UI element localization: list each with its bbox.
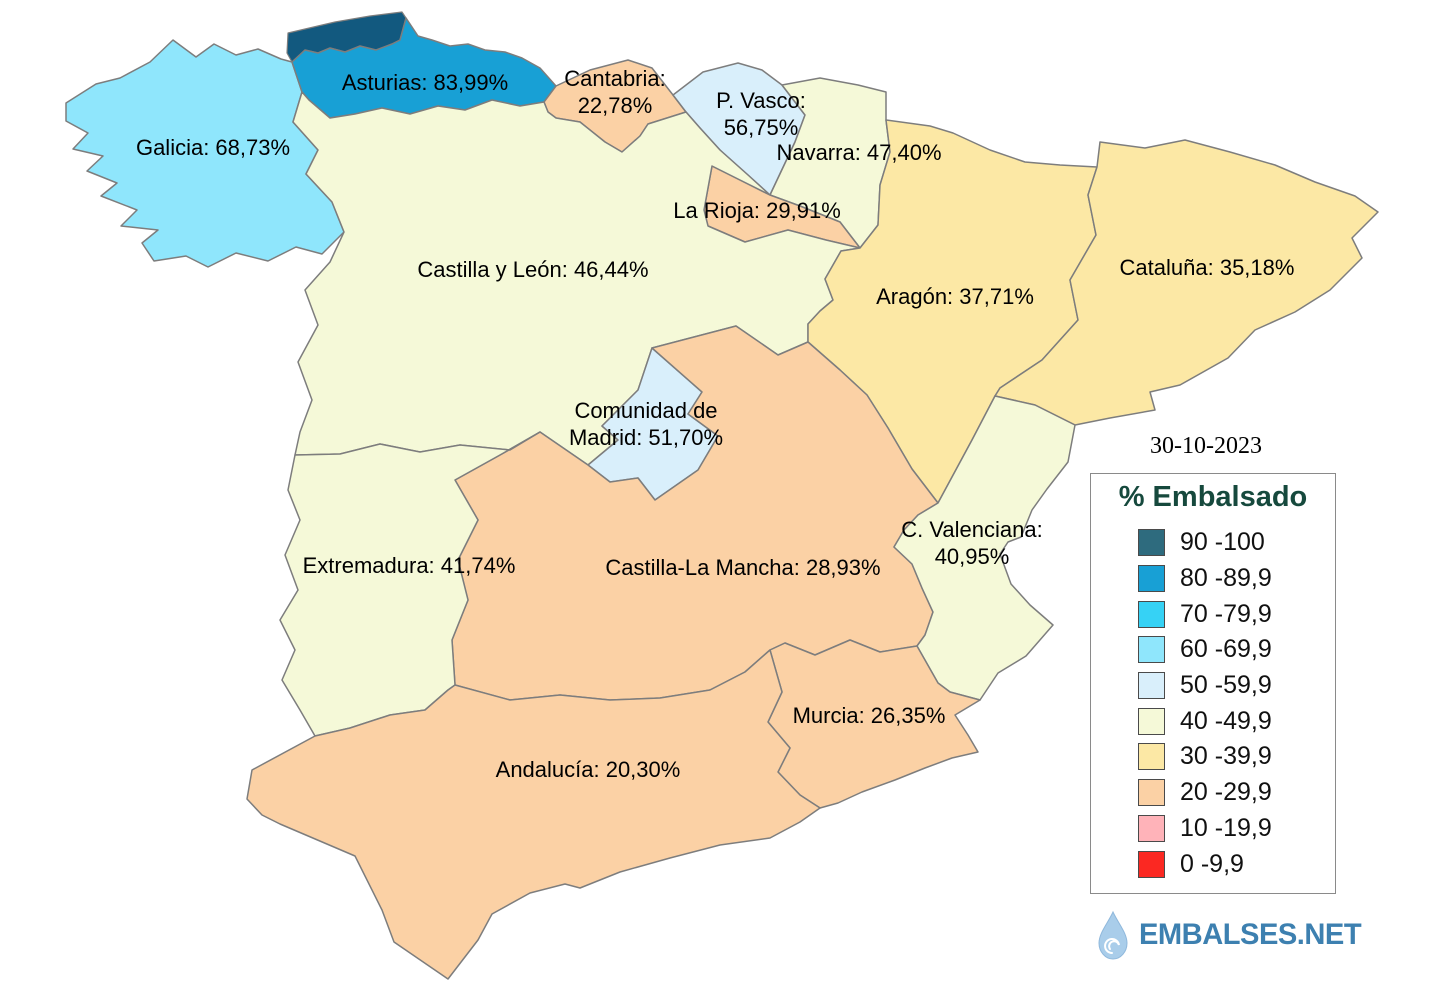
region-label-castilla-la-mancha: Castilla-La Mancha: 28,93% [605, 555, 880, 580]
region-andalucia[interactable] [246, 649, 821, 980]
region-valenciana[interactable] [893, 395, 1076, 701]
water-drop-icon [1098, 910, 1128, 960]
region-label-cataluna: Cataluña: 35,18% [1120, 255, 1295, 280]
legend-range-label-5: 50 -59,9 [1180, 671, 1272, 700]
region-galicia[interactable] [65, 39, 345, 268]
region-label-pais-vasco-line1: P. Vasco: [716, 88, 806, 113]
map-date: 30-10-2023 [1150, 433, 1262, 459]
legend-swatch-2 [1138, 565, 1165, 593]
region-label-murcia: Murcia: 26,35% [793, 703, 946, 728]
legend-swatch-7 [1138, 743, 1165, 771]
legend-range-label-3: 70 -79,9 [1180, 599, 1272, 628]
legend-row-1: 90 -100 [1091, 525, 1335, 561]
region-label-galicia: Galicia: 68,73% [136, 135, 290, 160]
region-label-madrid-line1: Comunidad de [574, 398, 717, 423]
region-label-madrid-line2: Madrid: 51,70% [569, 425, 723, 450]
region-label-valenciana-line1: C. Valenciana: [901, 517, 1042, 542]
region-label-asturias: Asturias: 83,99% [342, 70, 508, 95]
legend-row-2: 80 -89,9 [1091, 561, 1335, 597]
legend-swatch-5 [1138, 672, 1165, 700]
legend-swatch-1 [1138, 529, 1165, 557]
legend-swatch-4 [1138, 636, 1165, 664]
legend-row-3: 70 -79,9 [1091, 596, 1335, 632]
logo-text: EMBALSES.NET [1139, 918, 1362, 951]
region-label-la-rioja: La Rioja: 29,91% [673, 198, 841, 223]
legend-swatch-9 [1138, 814, 1165, 842]
logo: EMBALSES.NET [1096, 910, 1368, 960]
legend-row-6: 40 -49,9 [1091, 703, 1335, 739]
legend-row-10: 0 -9,9 [1091, 846, 1335, 882]
region-cataluna[interactable] [994, 139, 1379, 426]
legend-swatch-8 [1138, 779, 1165, 807]
legend-title: % Embalsado [1118, 481, 1308, 513]
legend-swatch-6 [1138, 707, 1165, 735]
legend-range-label-10: 0 -9,9 [1180, 849, 1244, 878]
legend-row-4: 60 -69,9 [1091, 632, 1335, 668]
legend-panel: % Embalsado 90 -100 80 -89,9 70 -79,9 60 -6… [1090, 473, 1336, 894]
region-label-cantabria-line1: Cantabria: [564, 66, 666, 91]
region-label-andalucia: Andalucía: 20,30% [496, 757, 681, 782]
legend-range-label-1: 90 -100 [1180, 528, 1265, 557]
legend-range-label-9: 10 -19,9 [1180, 813, 1272, 842]
legend-range-label-6: 40 -49,9 [1180, 706, 1272, 735]
legend-swatch-10 [1138, 850, 1165, 878]
legend-range-label-2: 80 -89,9 [1180, 564, 1272, 593]
legend-row-8: 20 -29,9 [1091, 775, 1335, 811]
legend-swatch-3 [1138, 600, 1165, 628]
region-label-aragon: Aragón: 37,71% [876, 284, 1034, 309]
region-label-pais-vasco-line2: 56,75% [724, 115, 799, 140]
legend-range-label-4: 60 -69,9 [1180, 635, 1272, 664]
region-label-extremadura: Extremadura: 41,74% [303, 553, 516, 578]
legend-row-7: 30 -39,9 [1091, 739, 1335, 775]
region-label-castilla-y-leon: Castilla y León: 46,44% [417, 257, 648, 282]
region-label-cantabria-line2: 22,78% [578, 93, 653, 118]
legend-row-9: 10 -19,9 [1091, 811, 1335, 847]
legend-range-label-7: 30 -39,9 [1180, 742, 1272, 771]
region-label-valenciana-line2: 40,95% [935, 544, 1010, 569]
region-label-navarra: Navarra: 47,40% [776, 140, 941, 165]
legend-rows: 90 -100 80 -89,9 70 -79,9 60 -69,9 50 -59,9 4… [1091, 525, 1335, 882]
legend-row-5: 50 -59,9 [1091, 668, 1335, 704]
legend-range-label-8: 20 -29,9 [1180, 778, 1272, 807]
